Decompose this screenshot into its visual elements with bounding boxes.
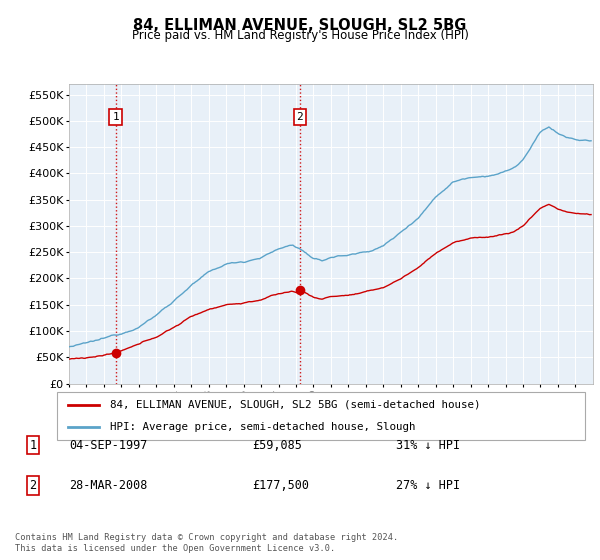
Text: Price paid vs. HM Land Registry's House Price Index (HPI): Price paid vs. HM Land Registry's House …	[131, 29, 469, 42]
Text: 27% ↓ HPI: 27% ↓ HPI	[396, 479, 460, 492]
Text: 2: 2	[296, 112, 304, 122]
Bar	[69, 84, 116, 384]
Text: 31% ↓ HPI: 31% ↓ HPI	[396, 438, 460, 452]
Text: 2: 2	[29, 479, 37, 492]
FancyBboxPatch shape	[57, 392, 585, 440]
Text: £177,500: £177,500	[252, 479, 309, 492]
Text: 1: 1	[112, 112, 119, 122]
Text: HPI: Average price, semi-detached house, Slough: HPI: Average price, semi-detached house,…	[110, 422, 415, 432]
Text: 84, ELLIMAN AVENUE, SLOUGH, SL2 5BG (semi-detached house): 84, ELLIMAN AVENUE, SLOUGH, SL2 5BG (sem…	[110, 400, 481, 410]
Text: 04-SEP-1997: 04-SEP-1997	[69, 438, 148, 452]
Text: 28-MAR-2008: 28-MAR-2008	[69, 479, 148, 492]
Text: £59,085: £59,085	[252, 438, 302, 452]
Text: 84, ELLIMAN AVENUE, SLOUGH, SL2 5BG: 84, ELLIMAN AVENUE, SLOUGH, SL2 5BG	[133, 18, 467, 33]
Text: 1: 1	[29, 438, 37, 452]
Text: Contains HM Land Registry data © Crown copyright and database right 2024.
This d: Contains HM Land Registry data © Crown c…	[15, 533, 398, 553]
